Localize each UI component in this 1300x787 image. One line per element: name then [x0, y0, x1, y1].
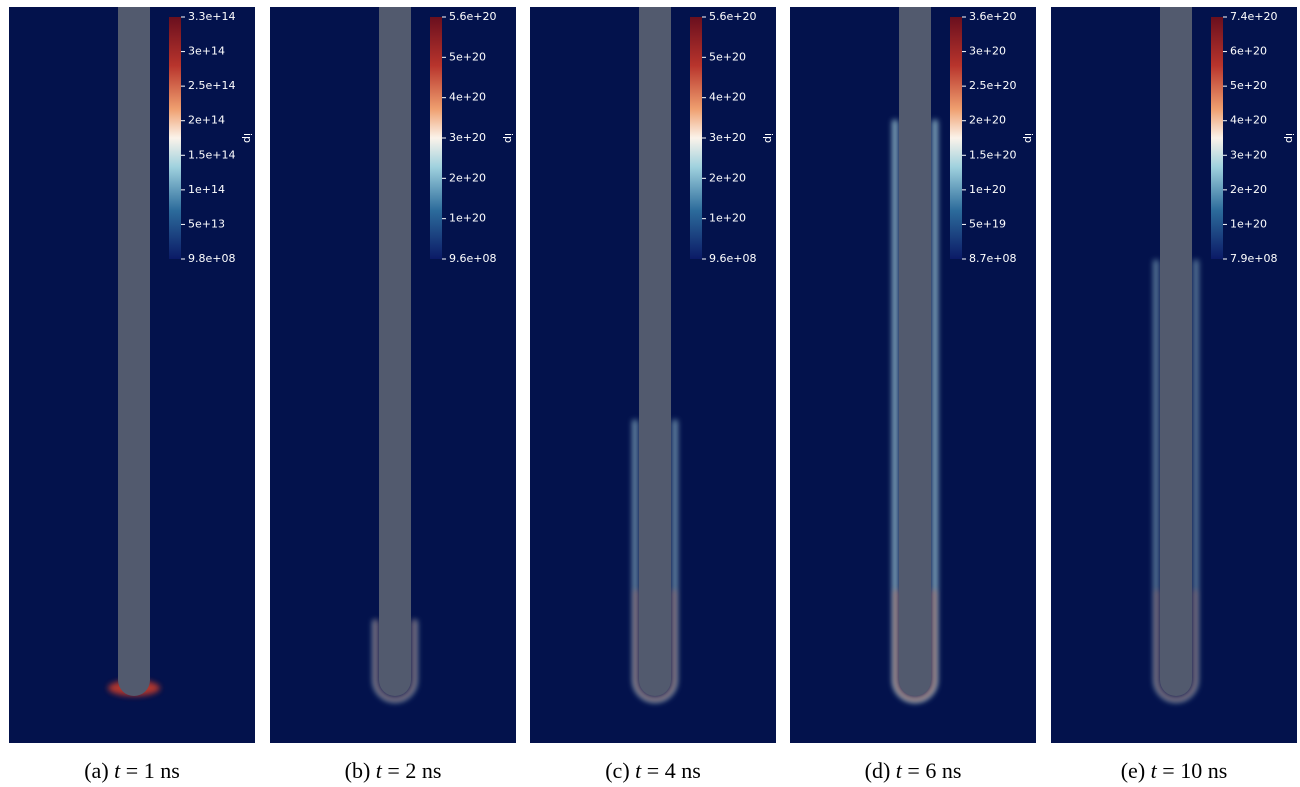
caption-variable: t — [376, 758, 383, 783]
colorbar-tick-label: 5.6e+20 — [709, 10, 756, 23]
colorbar-tick-label: 7.4e+20 — [1230, 10, 1277, 23]
caption: (a) t = 1 ns — [84, 758, 180, 783]
caption-value: = 10 ns — [1162, 758, 1227, 783]
colorbar-title: ip — [502, 133, 515, 143]
caption-tag: (e) — [1121, 758, 1145, 783]
panel: 3.6e+20 3e+20 2.5e+20 2e+20 1.5e+20 1e+20 5e+1… — [790, 7, 1036, 783]
colorbar-title: ip — [1283, 133, 1296, 143]
caption-tag: (d) — [865, 758, 891, 783]
colorbar-tick-label: 3e+20 — [969, 45, 1006, 58]
caption: (d) t = 6 ns — [865, 758, 962, 783]
caption-variable: t — [896, 758, 903, 783]
colorbar — [690, 17, 702, 259]
colorbar-tick-label: 4e+20 — [449, 91, 486, 104]
colorbar — [169, 17, 181, 259]
colorbar-tick-label: 2e+14 — [188, 114, 225, 127]
rod — [639, 7, 671, 696]
glow — [1155, 590, 1197, 701]
panel: 7.4e+20 6e+20 5e+20 4e+20 3e+20 2e+20 1e+20 7.9… — [1051, 7, 1297, 783]
caption: (b) t = 2 ns — [345, 758, 442, 783]
colorbar-tick-label: 1.5e+14 — [188, 148, 235, 161]
caption-variable: t — [114, 758, 121, 783]
glow — [374, 620, 416, 701]
rod — [899, 7, 931, 696]
caption-value: = 1 ns — [126, 758, 180, 783]
caption-value: = 4 ns — [647, 758, 701, 783]
colorbar-tick-label: 5e+19 — [969, 217, 1006, 230]
colorbar-title: ip — [762, 133, 775, 143]
colorbar-tick-label: 2.5e+14 — [188, 79, 235, 92]
colorbar-tick-label: 5.6e+20 — [449, 10, 496, 23]
panel: 5.6e+20 5e+20 4e+20 3e+20 2e+20 1e+20 9.6e+08 i… — [270, 7, 516, 783]
colorbar-tick-label: 4e+20 — [1230, 114, 1267, 127]
panel: 3.3e+14 3e+14 2.5e+14 2e+14 1.5e+14 1e+14 5e+1… — [9, 7, 255, 783]
colorbar-tick-label: 9.6e+08 — [449, 252, 496, 265]
colorbar-tick-label: 3.6e+20 — [969, 10, 1016, 23]
colorbar-tick-label: 9.8e+08 — [188, 252, 235, 265]
caption: (e) t = 10 ns — [1121, 758, 1228, 783]
caption-value: = 2 ns — [387, 758, 441, 783]
colorbar-tick-label: 3e+20 — [709, 131, 746, 144]
panel: 5.6e+20 5e+20 4e+20 3e+20 2e+20 1e+20 9.6e+08 i… — [530, 7, 776, 783]
colorbar-tick-label: 1.5e+20 — [969, 148, 1016, 161]
caption-value: = 6 ns — [907, 758, 961, 783]
rod — [118, 7, 150, 696]
colorbar-tick-label: 5e+13 — [188, 217, 225, 230]
colorbar-tick-label: 7.9e+08 — [1230, 252, 1277, 265]
caption-tag: (c) — [605, 758, 629, 783]
caption-variable: t — [1151, 758, 1158, 783]
colorbar-tick-label: 1e+20 — [1230, 217, 1267, 230]
colorbar-tick-label: 2e+20 — [449, 171, 486, 184]
colorbar-tick-label: 5e+20 — [1230, 79, 1267, 92]
colorbar-tick-label: 2e+20 — [969, 114, 1006, 127]
colorbar-tick-label: 5e+20 — [449, 50, 486, 63]
colorbar-tick-label: 8.7e+08 — [969, 252, 1016, 265]
glow — [894, 590, 936, 701]
colorbar-tick-label: 2e+20 — [1230, 183, 1267, 196]
colorbar-tick-label: 3e+20 — [449, 131, 486, 144]
caption-tag: (a) — [84, 758, 108, 783]
colorbar — [950, 17, 962, 259]
colorbar-tick-label: 2.5e+20 — [969, 79, 1016, 92]
colorbar-tick-label: 3.3e+14 — [188, 10, 235, 23]
colorbar-tick-label: 1e+20 — [449, 212, 486, 225]
colorbar-title: ip — [241, 133, 254, 143]
colorbar-tick-label: 9.6e+08 — [709, 252, 756, 265]
colorbar — [430, 17, 442, 259]
colorbar-tick-label: 6e+20 — [1230, 45, 1267, 58]
caption-tag: (b) — [345, 758, 371, 783]
colorbar-tick-label: 1e+20 — [969, 183, 1006, 196]
colorbar-tick-label: 5e+20 — [709, 50, 746, 63]
colorbar-tick-label: 3e+20 — [1230, 148, 1267, 161]
caption: (c) t = 4 ns — [605, 758, 701, 783]
colorbar — [1211, 17, 1223, 259]
rod — [1160, 7, 1192, 696]
colorbar-tick-label: 2e+20 — [709, 171, 746, 184]
colorbar-tick-label: 4e+20 — [709, 91, 746, 104]
colorbar-tick-label: 1e+20 — [709, 212, 746, 225]
caption-variable: t — [635, 758, 642, 783]
colorbar-title: ip — [1022, 133, 1035, 143]
glow — [634, 590, 676, 701]
colorbar-tick-label: 3e+14 — [188, 45, 225, 58]
colorbar-tick-label: 1e+14 — [188, 183, 225, 196]
rod — [379, 7, 411, 696]
